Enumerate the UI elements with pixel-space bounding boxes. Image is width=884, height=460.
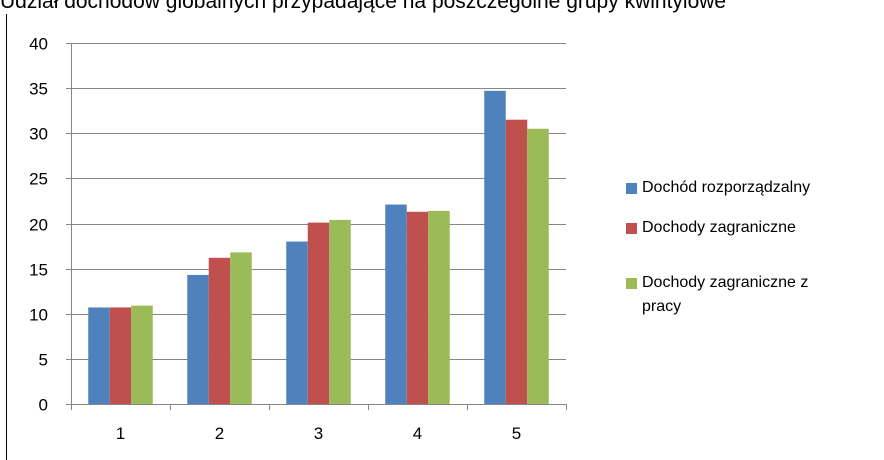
bar <box>230 252 252 404</box>
x-tick-label: 5 <box>512 424 521 443</box>
bar <box>286 241 308 404</box>
legend: Dochód rozporządzalny Dochody zagraniczn… <box>626 176 876 319</box>
legend-swatch-red <box>626 223 637 234</box>
y-tick-labels: 0 5 10 15 20 25 30 35 40 <box>29 35 48 415</box>
y-tick-label: 30 <box>29 125 48 144</box>
bar <box>208 257 231 404</box>
bar <box>406 211 429 404</box>
bar <box>187 274 209 404</box>
y-tick-label: 5 <box>39 351 48 370</box>
bar <box>109 307 132 404</box>
legend-label: Dochody zagraniczne <box>642 219 796 236</box>
x-tick-label: 2 <box>215 424 224 443</box>
bars <box>88 90 549 405</box>
legend-label: Dochody zagraniczne z pracy <box>642 274 809 315</box>
bar <box>428 210 450 404</box>
bar <box>329 219 351 404</box>
x-tick-label: 4 <box>413 424 422 443</box>
x-tick-label: 3 <box>314 424 323 443</box>
y-tick-label: 35 <box>29 80 48 99</box>
x-tick-labels: 1 2 3 4 5 <box>116 424 521 443</box>
x-tick-label: 1 <box>116 424 125 443</box>
y-tick-label: 0 <box>39 396 48 415</box>
legend-swatch-green <box>626 278 637 289</box>
bar <box>527 128 549 405</box>
bar <box>484 90 506 405</box>
chart-title: Udział dochodów globalnych przypadające … <box>0 0 727 13</box>
y-tick-label: 20 <box>29 216 48 235</box>
bar <box>88 307 110 404</box>
y-tick-label: 15 <box>29 261 48 280</box>
legend-item-dochody-zagraniczne-z-pracy: Dochody zagraniczne z pracy <box>626 271 876 319</box>
y-tick-label: 10 <box>29 306 48 325</box>
bar <box>307 222 330 404</box>
legend-label: Dochód rozporządzalny <box>642 179 811 196</box>
legend-swatch-blue <box>626 183 637 194</box>
legend-item-dochody-zagraniczne: Dochody zagraniczne <box>626 216 876 240</box>
bar <box>385 204 407 404</box>
legend-item-dochod-rozporzadzalny: Dochód rozporządzalny <box>626 176 876 200</box>
frame-border <box>6 14 7 460</box>
axes <box>66 43 567 410</box>
bar <box>505 119 528 405</box>
y-tick-label: 25 <box>29 170 48 189</box>
bar <box>131 305 153 404</box>
y-tick-label: 40 <box>29 35 48 54</box>
